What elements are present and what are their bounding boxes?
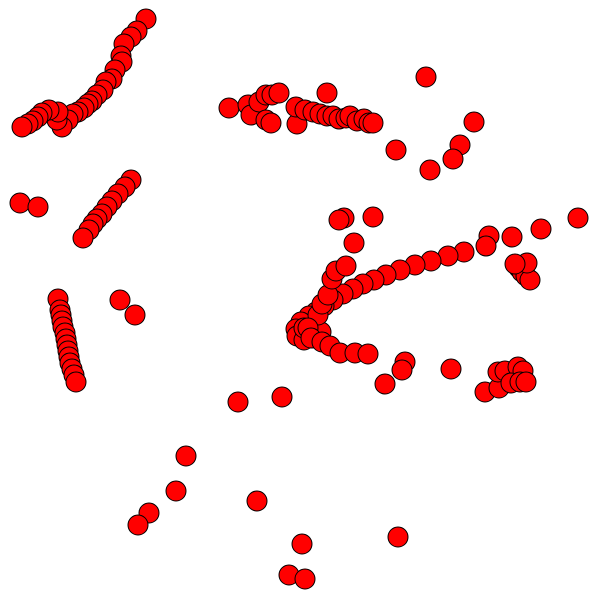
- data-point: [268, 82, 290, 104]
- data-point: [109, 289, 131, 311]
- data-point: [391, 359, 413, 381]
- data-point: [328, 209, 350, 231]
- data-point: [294, 568, 316, 590]
- data-point: [72, 227, 94, 249]
- data-point: [385, 139, 407, 161]
- data-point: [362, 206, 384, 228]
- data-point: [124, 304, 146, 326]
- data-point: [419, 159, 441, 181]
- points-layer: [9, 8, 589, 590]
- data-point: [343, 232, 365, 254]
- data-point: [567, 207, 589, 229]
- data-point: [165, 480, 187, 502]
- data-point: [246, 490, 268, 512]
- data-point: [530, 218, 552, 240]
- data-point: [504, 253, 526, 275]
- data-point: [218, 97, 240, 119]
- data-point: [260, 112, 282, 134]
- data-point: [440, 358, 462, 380]
- data-point: [387, 526, 409, 548]
- data-point: [374, 373, 396, 395]
- data-point: [335, 255, 357, 277]
- data-point: [515, 371, 537, 393]
- data-point: [127, 514, 149, 536]
- data-point: [65, 371, 87, 393]
- data-point: [415, 66, 437, 88]
- data-point: [27, 196, 49, 218]
- data-point: [357, 343, 379, 365]
- data-point: [362, 112, 384, 134]
- data-point: [11, 116, 33, 138]
- data-point: [175, 445, 197, 467]
- data-point: [463, 111, 485, 133]
- data-point: [227, 391, 249, 413]
- data-point: [291, 533, 313, 555]
- data-point: [501, 226, 523, 248]
- data-point: [475, 235, 497, 257]
- data-point: [9, 192, 31, 214]
- data-point: [316, 82, 338, 104]
- data-point: [442, 148, 464, 170]
- data-point: [271, 386, 293, 408]
